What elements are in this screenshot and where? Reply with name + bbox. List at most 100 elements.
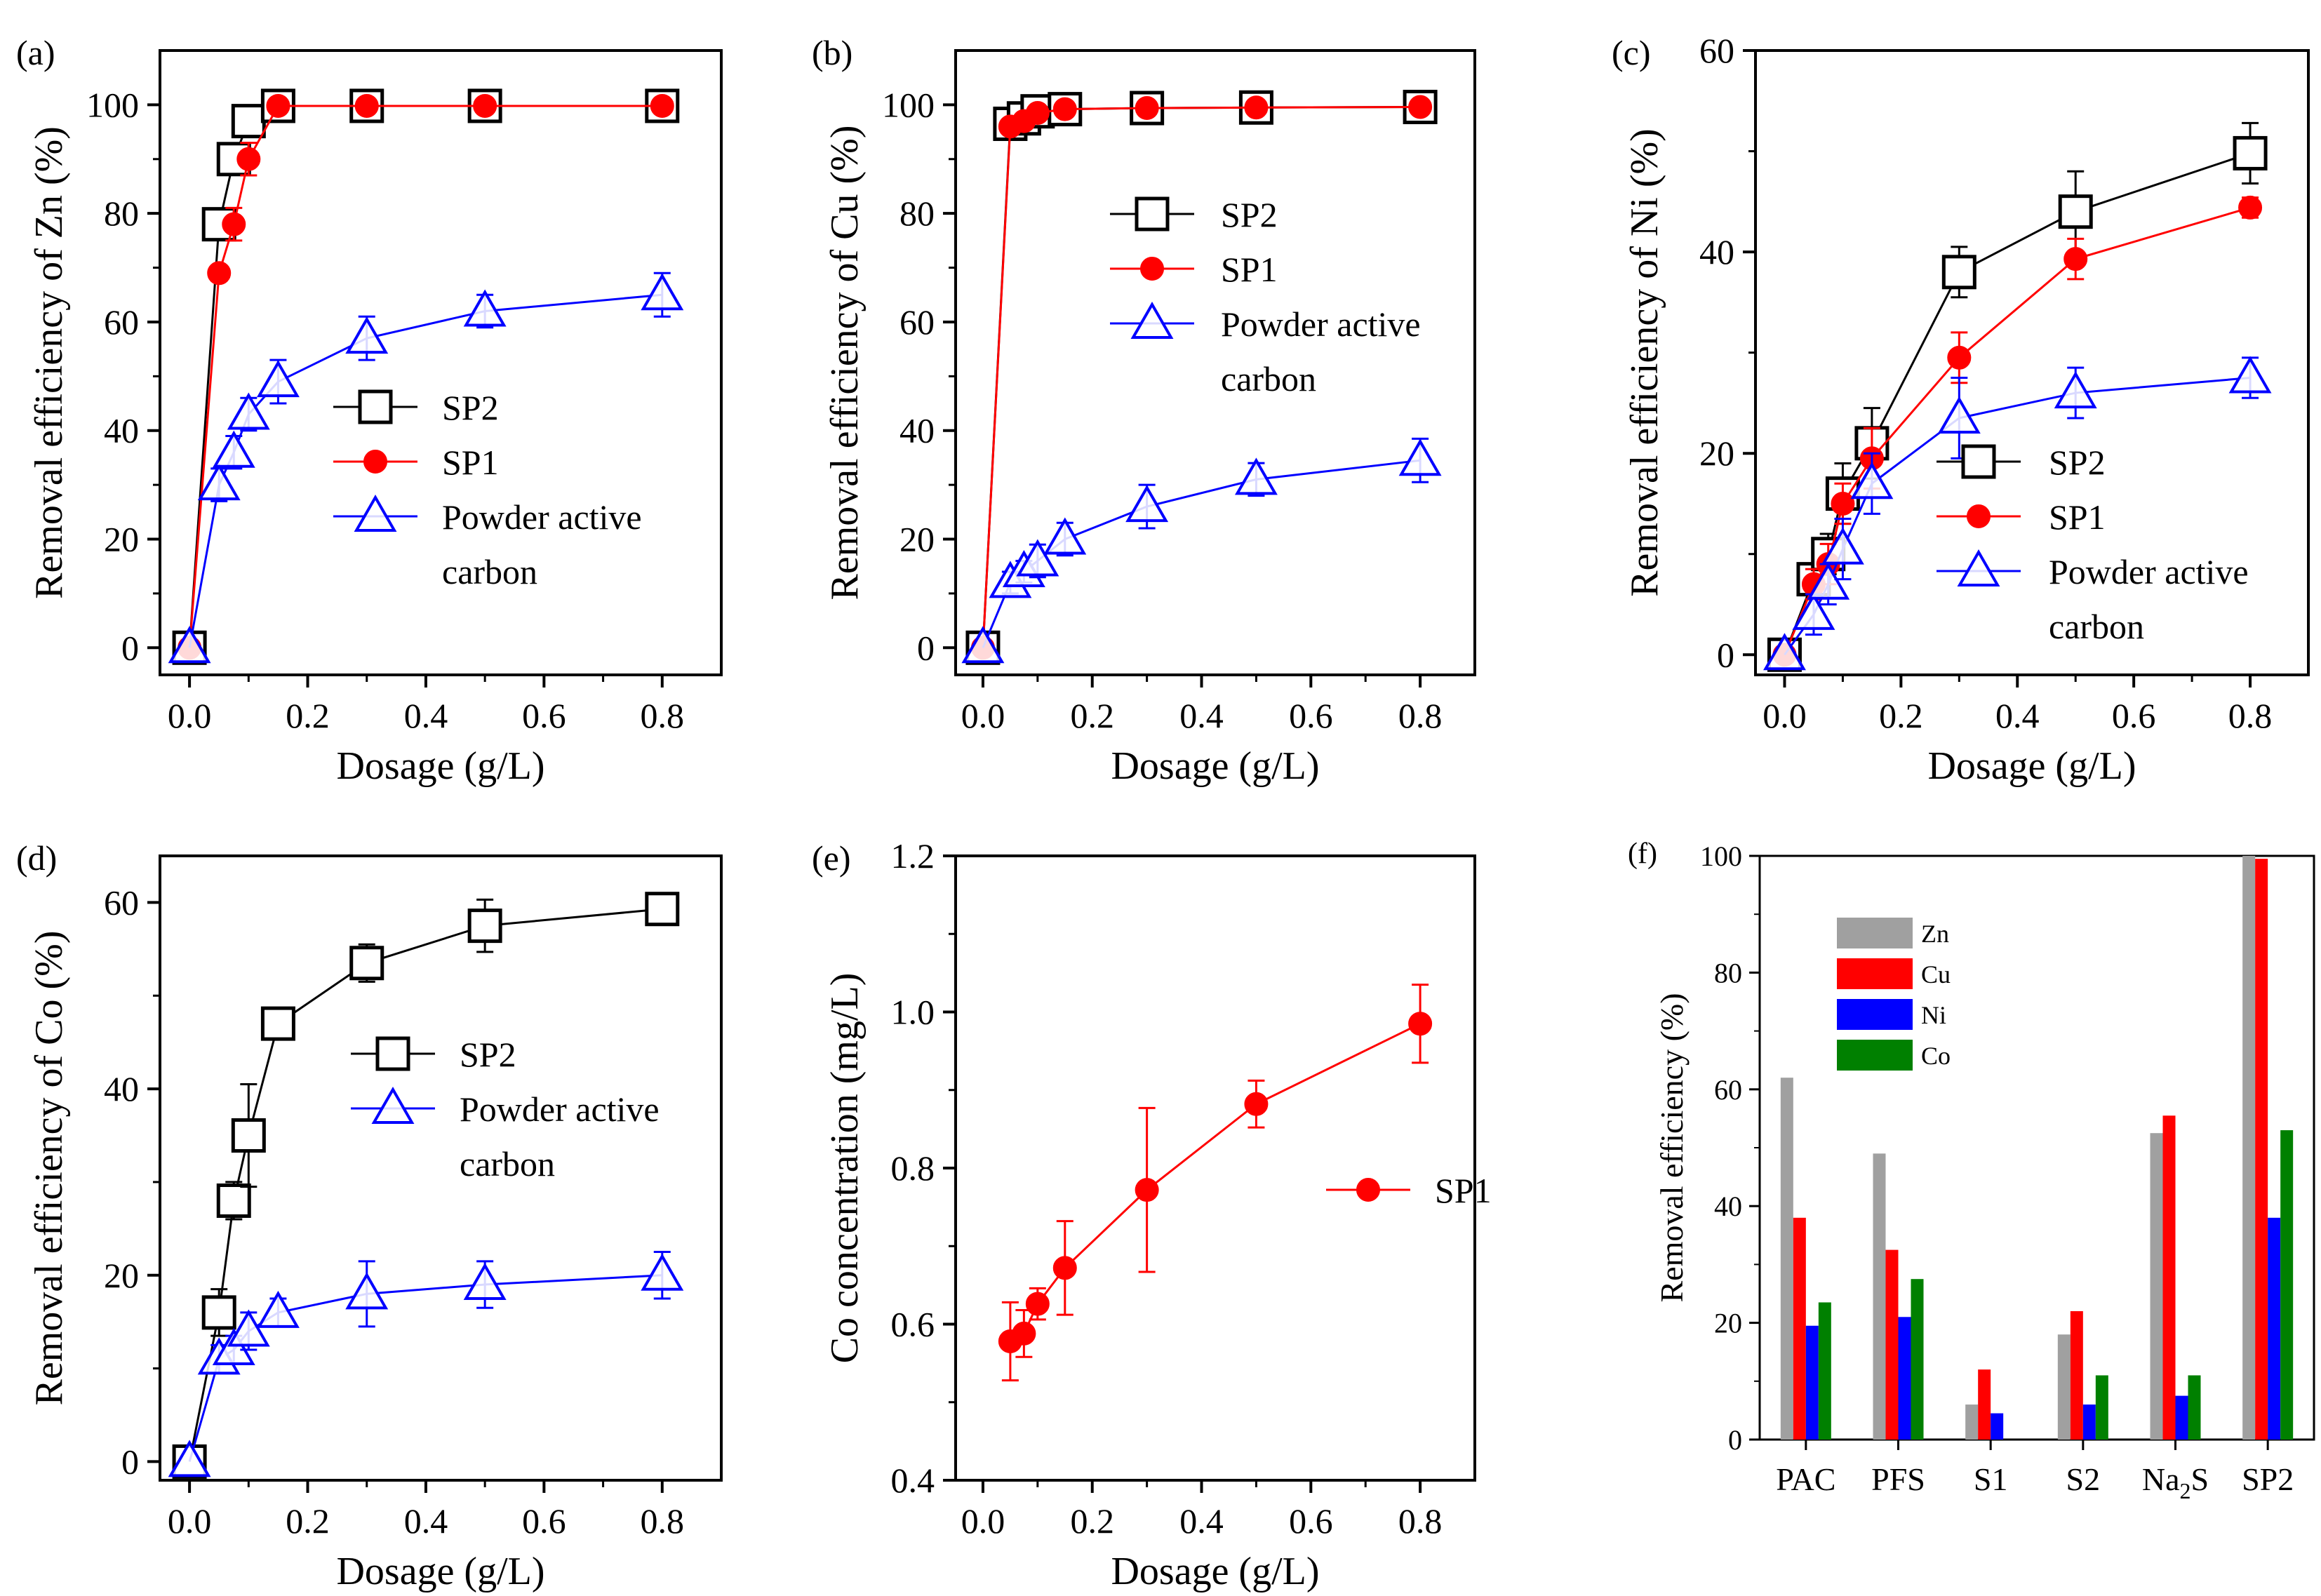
series-sp1 (998, 984, 1433, 1382)
series-powder-active-carbon (168, 1251, 684, 1477)
panel-label: (b) (812, 33, 852, 72)
marker-circle (363, 450, 387, 474)
x-tick-label: PFS (1871, 1461, 1925, 1497)
marker-triangle (256, 1290, 300, 1328)
marker-triangle (227, 1309, 270, 1347)
x-tick-label: 0.0 (1763, 696, 1807, 735)
bar-co (2188, 1375, 2201, 1440)
x-tick-label: 0.4 (1995, 696, 2040, 735)
y-axis-title: Co concentration (mg/L) (823, 973, 867, 1364)
x-tick-label: 0.8 (1398, 696, 1443, 735)
y-tick-label: 20 (104, 520, 139, 559)
x-tick-label: 0.6 (1289, 1501, 1333, 1541)
y-tick-label: 0.6 (891, 1305, 935, 1344)
marker-square (1941, 255, 1976, 290)
plot-frame (159, 854, 723, 1482)
bar-ni (1898, 1317, 1911, 1440)
x-tick-label: SP2 (2242, 1461, 2294, 1497)
x-tick-label: 0.2 (1070, 1501, 1114, 1541)
x-tick-label: 0.4 (1179, 1501, 1224, 1541)
bar-ni (1805, 1325, 1819, 1440)
marker-circle (1947, 345, 1972, 370)
legend-label: SP2 (460, 1035, 516, 1074)
legend-label: SP1 (442, 443, 499, 482)
marker-square (1135, 196, 1170, 232)
marker-square (231, 104, 266, 139)
bar-cu (1793, 1217, 1806, 1440)
series-sp1 (970, 95, 1433, 660)
marker-square (2058, 194, 2093, 229)
marker-circle (236, 147, 261, 171)
y-axis-title: Removal efficiency of Cu (%) (823, 126, 867, 601)
marker-square (231, 1118, 266, 1153)
y-tick-label: 80 (104, 194, 139, 233)
x-tick-label: PAC (1776, 1461, 1835, 1497)
plot-frame (954, 49, 1476, 676)
bar-zn (1873, 1153, 1886, 1440)
x-axis-title: Dosage (g/L) (1111, 1550, 1319, 1593)
series-powder-active-carbon (168, 271, 684, 664)
legend-label: SP1 (2049, 497, 2106, 537)
legend-label: SP2 (2049, 443, 2106, 482)
marker-square (349, 946, 384, 981)
x-tick-label: 0.8 (1398, 1501, 1443, 1541)
y-tick-label: 60 (104, 302, 139, 342)
marker-circle (1135, 96, 1159, 121)
marker-circle (1135, 1178, 1159, 1202)
legend-label: Powder active (2049, 552, 2249, 591)
marker-triangle (463, 1263, 507, 1301)
panel-label: (d) (16, 838, 57, 878)
y-tick-label: 60 (104, 883, 139, 922)
marker-circle (1052, 97, 1077, 121)
legend-swatch (1837, 958, 1913, 989)
marker-circle (473, 93, 497, 118)
x-axis-title: Dosage (g/L) (1111, 744, 1319, 788)
y-tick-label: 100 (86, 85, 139, 124)
marker-square (201, 1295, 236, 1330)
y-tick-label: 80 (1714, 957, 1742, 988)
bar-co (2095, 1375, 2108, 1440)
bar-zn (2057, 1334, 2071, 1440)
marker-triangle (1850, 462, 1894, 499)
x-tick-label: 0.8 (641, 696, 685, 735)
y-tick-label: 0 (917, 628, 935, 667)
panel-label: (c) (1612, 33, 1651, 72)
bar-cu (1978, 1369, 1991, 1440)
legend: SP2 Powder active carbon (351, 1035, 660, 1183)
panel-label: (f) (1628, 838, 1657, 870)
legend-label: Co (1921, 1042, 1951, 1070)
legend-label: Powder active (460, 1089, 660, 1129)
marker-triangle (2054, 371, 2097, 409)
y-tick-label: 80 (899, 194, 935, 233)
marker-triangle (197, 463, 241, 501)
marker-triangle (212, 1328, 255, 1366)
bar-cu (1885, 1249, 1899, 1440)
x-tick-label: 0.2 (286, 1501, 330, 1541)
legend-label: Powder active (1221, 304, 1421, 344)
x-tick-label: Na2S (2142, 1461, 2209, 1503)
bar-ni (2268, 1217, 2281, 1440)
bar-cu (2255, 859, 2268, 1440)
y-axis-title: Removal efficiency of Ni (%) (1623, 128, 1666, 597)
y-tick-label: 40 (104, 411, 139, 450)
legend-swatch (1837, 918, 1913, 948)
bar-zn (2150, 1133, 2163, 1440)
marker-triangle (463, 289, 507, 327)
y-axis-title: Removal efficiency of Co (%) (27, 931, 71, 1406)
series-line (188, 105, 662, 648)
x-axis-title: Dosage (g/L) (336, 1550, 544, 1593)
marker-circle (1244, 95, 1269, 120)
bar-ni (2082, 1404, 2096, 1440)
y-tick-label: 100 (1700, 840, 1742, 872)
y-tick-label: 1.2 (891, 836, 935, 876)
marker-circle (1052, 1256, 1077, 1280)
x-tick-label: 0.4 (404, 696, 448, 735)
marker-circle (1140, 257, 1164, 281)
panel-label: (a) (16, 33, 55, 72)
marker-triangle (168, 626, 211, 664)
x-tick-label: 0.0 (961, 696, 1005, 735)
x-tick-label: 0.2 (1070, 696, 1114, 735)
marker-triangle (2228, 356, 2272, 394)
bar-cu (2162, 1115, 2176, 1440)
